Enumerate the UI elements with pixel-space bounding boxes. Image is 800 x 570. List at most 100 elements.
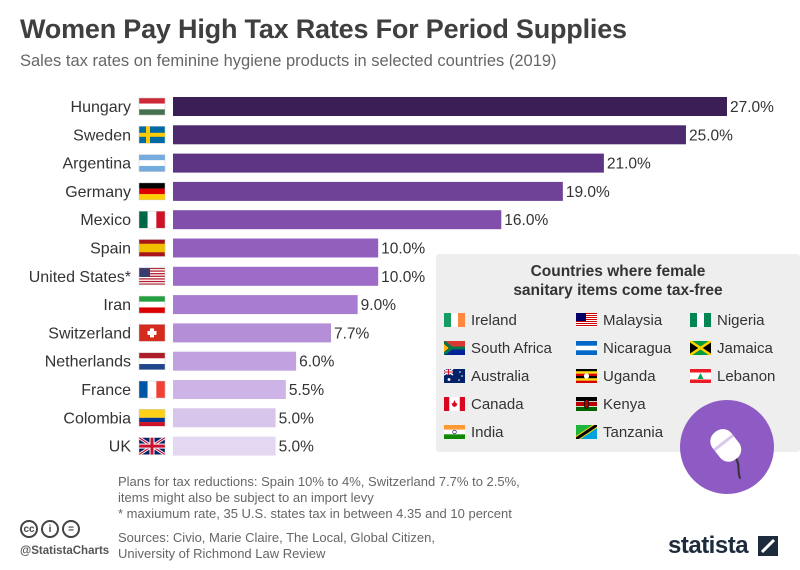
kenya-flag-icon <box>576 397 597 411</box>
tax-free-title-line2: sanitary items come tax-free <box>513 282 723 299</box>
bar <box>173 436 276 456</box>
tax-free-country-label: Jamaica <box>717 339 773 357</box>
ireland-flag-icon <box>444 313 465 327</box>
tax-free-item-ireland: Ireland <box>444 310 517 330</box>
category-label: Switzerland <box>48 325 131 342</box>
country-flag-icon <box>138 436 166 456</box>
tampon-icon <box>710 429 742 479</box>
country-flag-icon <box>138 154 166 172</box>
data-label: 5.0% <box>279 410 315 427</box>
data-label: 7.7% <box>334 325 370 342</box>
tax-free-item-nigeria: Nigeria <box>690 310 765 330</box>
tax-free-item-kenya: Kenya <box>576 394 646 414</box>
tax-free-country-label: Uganda <box>603 367 656 385</box>
note-us-rate: * maxiumum rate, 35 U.S. states tax in b… <box>118 506 512 521</box>
australia-flag-icon <box>444 369 465 383</box>
category-label: France <box>81 382 131 399</box>
category-label: Argentina <box>63 156 132 173</box>
country-flag-icon <box>138 182 166 201</box>
data-label: 27.0% <box>730 99 774 116</box>
data-label: 10.0% <box>381 269 425 286</box>
category-label: UK <box>109 439 132 456</box>
sources-line2: University of Richmond Law Review <box>118 546 326 561</box>
country-flag-icon <box>138 324 166 342</box>
tanzania-flag-icon <box>576 425 597 439</box>
tax-free-country-label: India <box>471 423 504 441</box>
tax-free-country-label: Nigeria <box>717 311 765 329</box>
country-flag-icon <box>138 295 166 314</box>
statista-logo-mark-icon <box>758 536 778 556</box>
india-flag-icon <box>444 425 465 439</box>
tax-free-item-australia: Australia <box>444 366 529 386</box>
tax-free-item-uganda: Uganda <box>576 366 656 386</box>
category-label: United States* <box>29 269 131 286</box>
statista-charts-handle[interactable]: @StatistaCharts <box>20 545 110 557</box>
tax-free-item-jamaica: Jamaica <box>690 338 773 358</box>
category-label: Mexico <box>80 212 131 229</box>
bar <box>173 351 297 371</box>
tax-free-item-nicaragua: Nicaragua <box>576 338 671 358</box>
data-label: 5.5% <box>289 382 325 399</box>
country-flag-icon <box>138 352 166 370</box>
country-flag-icon <box>138 126 166 144</box>
bar <box>173 97 727 116</box>
data-label: 16.0% <box>504 212 548 229</box>
tax-free-country-label: South Africa <box>471 339 552 357</box>
tax-free-title-line1: Countries where female <box>530 263 706 280</box>
category-label: Iran <box>103 297 131 314</box>
data-label: 21.0% <box>607 156 651 173</box>
tax-free-country-label: Kenya <box>603 395 646 413</box>
tampon-icon-badge <box>680 400 774 494</box>
attribution-icon[interactable]: i <box>41 520 59 538</box>
tax-free-item-lebanon: Lebanon <box>690 366 775 386</box>
license-icons: cc i = <box>20 520 80 538</box>
tax-free-country-label: Australia <box>471 367 530 385</box>
malaysia-flag-icon <box>576 313 597 327</box>
tax-free-title: Countries where female sanitary items co… <box>436 262 800 300</box>
data-label: 25.0% <box>689 127 733 144</box>
category-label: Hungary <box>71 99 131 116</box>
bar <box>173 295 358 315</box>
tax-free-item-south-africa: South Africa <box>444 338 552 358</box>
tax-free-country-label: Tanzania <box>603 423 664 441</box>
bar-chart: Hungary 27.0% Sweden 25.0% Argentina 21.0% Ger… <box>29 97 774 456</box>
note-tax-reductions: Plans for tax reductions: Spain 10% to 4… <box>118 474 520 489</box>
country-flag-icon <box>138 239 166 257</box>
data-label: 6.0% <box>299 354 335 371</box>
note-import-levy: items might also be subject to an import… <box>118 490 374 505</box>
bar <box>173 408 276 428</box>
category-label: Germany <box>65 184 131 201</box>
tax-free-country-label: Lebanon <box>717 367 776 385</box>
bar <box>173 323 331 343</box>
chart-subtitle: Sales tax rates on feminine hygiene prod… <box>20 52 557 70</box>
south-africa-flag-icon <box>444 341 465 355</box>
bar <box>173 266 379 286</box>
category-label: Colombia <box>63 410 131 427</box>
statista-logo[interactable]: statista <box>668 532 749 559</box>
tax-free-country-label: Nicaragua <box>603 339 672 357</box>
cc-license-icon[interactable]: cc <box>20 520 38 538</box>
bar <box>173 153 604 173</box>
bar <box>173 210 502 230</box>
bar <box>173 125 686 145</box>
nicaragua-flag-icon <box>576 341 597 355</box>
nigeria-flag-icon <box>690 313 711 327</box>
chart-title: Women Pay High Tax Rates For Period Supp… <box>20 14 627 44</box>
tax-free-item-tanzania: Tanzania <box>576 422 663 442</box>
tax-free-item-malaysia: Malaysia <box>576 310 662 330</box>
uganda-flag-icon <box>576 369 597 383</box>
category-label: Netherlands <box>45 354 131 371</box>
country-flag-icon <box>138 267 166 286</box>
tax-free-item-india: India <box>444 422 504 442</box>
no-derivatives-icon[interactable]: = <box>62 520 80 538</box>
tax-free-item-canada: Canada <box>444 394 524 414</box>
tax-free-country-label: Ireland <box>471 311 517 329</box>
canada-flag-icon <box>444 397 465 411</box>
country-flag-icon <box>138 380 166 399</box>
country-flag-icon <box>138 97 166 116</box>
data-label: 19.0% <box>566 184 610 201</box>
bar <box>173 380 286 399</box>
country-flag-icon <box>138 409 166 427</box>
bar <box>173 238 379 258</box>
tax-free-country-label: Malaysia <box>603 311 663 329</box>
